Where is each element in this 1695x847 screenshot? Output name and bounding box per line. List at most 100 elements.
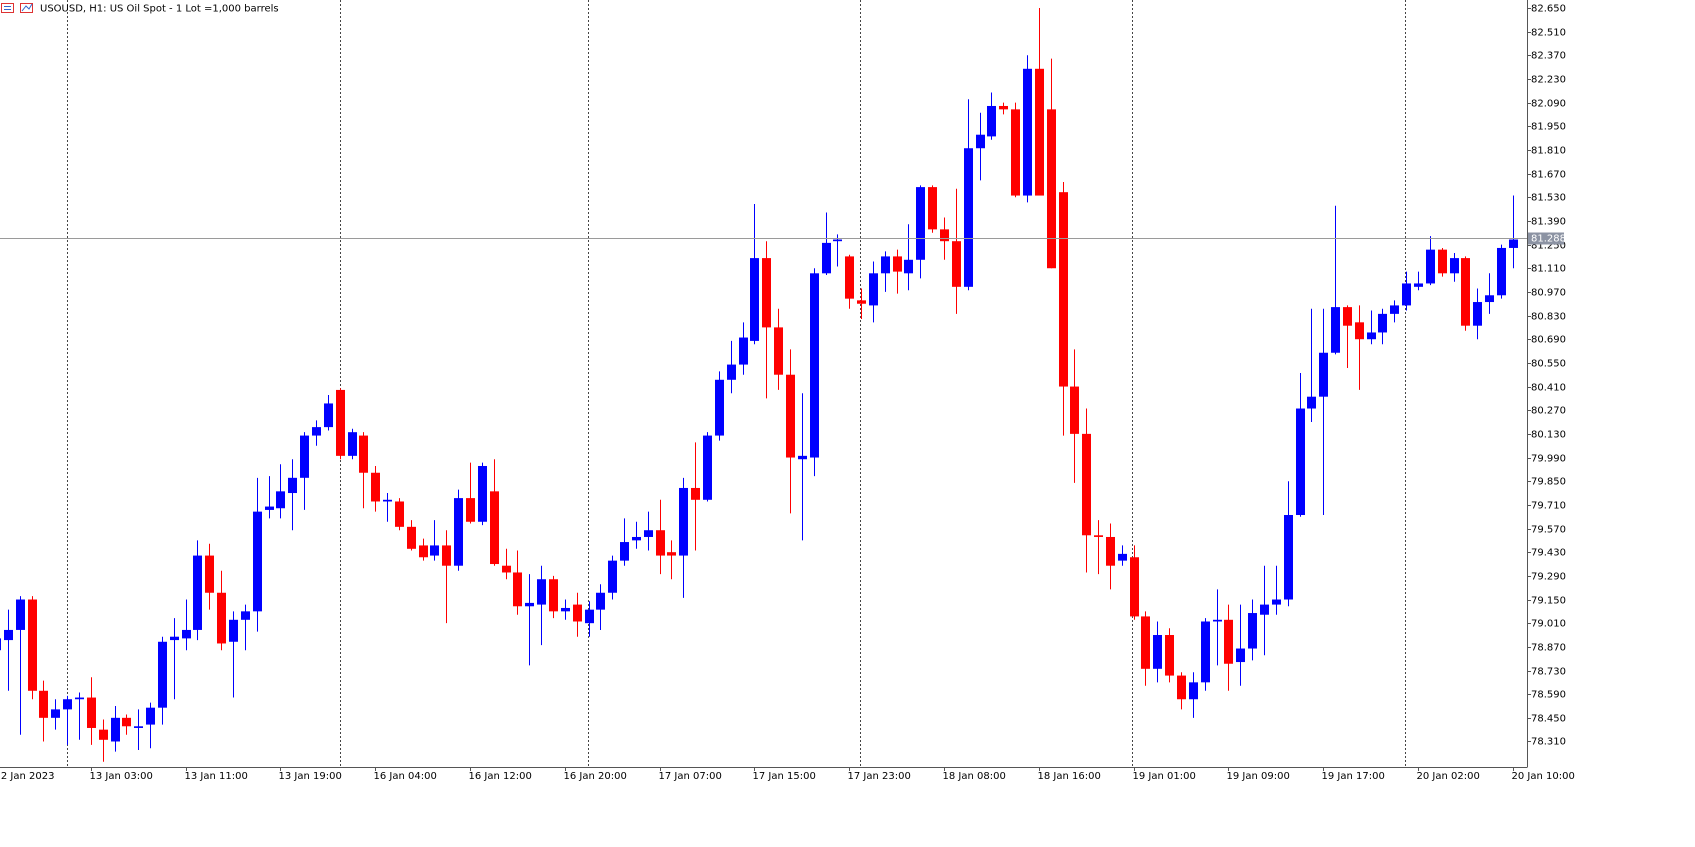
- last-price-label: 81.288: [1531, 234, 1566, 245]
- candle-body: [1414, 283, 1423, 287]
- candle-body: [442, 545, 451, 566]
- candle-body: [348, 432, 357, 456]
- y-tick-label: 81.530: [1531, 193, 1566, 204]
- x-tick-label: 17 Jan 07:00: [659, 771, 722, 782]
- x-tick-label: 20 Jan 10:00: [1512, 771, 1575, 782]
- candle-body: [691, 487, 700, 500]
- candle-body: [466, 498, 475, 522]
- candle-body: [1450, 258, 1459, 274]
- x-tick-label: 16 Jan 04:00: [374, 771, 437, 782]
- y-tick-label: 82.370: [1531, 51, 1566, 62]
- candle-body: [513, 572, 522, 607]
- y-tick-label: 80.410: [1531, 383, 1566, 394]
- y-tick-label: 80.550: [1531, 359, 1566, 370]
- candle-body: [359, 435, 368, 473]
- y-tick-label: 80.690: [1531, 335, 1566, 346]
- candle-body: [1378, 313, 1387, 333]
- x-tick-label: 19 Jan 01:00: [1133, 771, 1196, 782]
- y-tick-label: 81.110: [1531, 264, 1566, 275]
- candle-body: [229, 619, 238, 642]
- candle-body: [786, 374, 795, 458]
- candle-body: [762, 258, 771, 328]
- candle-body: [336, 389, 345, 456]
- y-tick-label: 82.510: [1531, 28, 1566, 39]
- candle-body: [810, 273, 819, 458]
- x-tick-label: 16 Jan 20:00: [564, 771, 627, 782]
- candle-body: [1130, 557, 1139, 617]
- y-tick-label: 80.830: [1531, 312, 1566, 323]
- y-tick-label: 80.970: [1531, 288, 1566, 299]
- y-tick-label: 79.290: [1531, 572, 1566, 583]
- candle-body: [774, 327, 783, 375]
- x-tick-label: 17 Jan 15:00: [753, 771, 816, 782]
- candle-body: [419, 545, 428, 558]
- candle-body: [111, 717, 120, 742]
- candle-body: [1296, 408, 1305, 516]
- candle-body: [193, 555, 202, 630]
- candle-body: [1213, 619, 1222, 622]
- x-tick-label: 18 Jan 16:00: [1038, 771, 1101, 782]
- candle-body: [1343, 307, 1352, 326]
- x-tick-label: 13 Jan 03:00: [90, 771, 153, 782]
- candle-body: [608, 560, 617, 593]
- x-tick-label: 19 Jan 17:00: [1322, 771, 1385, 782]
- candle-body: [1390, 305, 1399, 314]
- y-tick-label: 79.990: [1531, 454, 1566, 465]
- y-tick-label: 79.010: [1531, 619, 1566, 630]
- candle-body: [1473, 302, 1482, 326]
- candle-body: [99, 729, 108, 740]
- candle-body: [454, 498, 463, 566]
- candle-body: [987, 105, 996, 137]
- candle-body: [964, 148, 973, 287]
- candle-body: [1307, 396, 1316, 409]
- y-tick-label: 81.390: [1531, 217, 1566, 228]
- y-tick-label: 79.430: [1531, 548, 1566, 559]
- candle-body: [537, 579, 546, 605]
- candle-body: [205, 555, 214, 593]
- candle-body: [1236, 648, 1245, 663]
- candle-body: [1272, 599, 1281, 605]
- candle-body: [750, 258, 759, 341]
- candle-body: [158, 641, 167, 708]
- candle-body: [1141, 616, 1150, 669]
- y-tick-label: 79.850: [1531, 477, 1566, 488]
- candle-body: [1201, 621, 1210, 683]
- candle-body: [75, 697, 84, 700]
- y-tick-label: 78.310: [1531, 737, 1566, 748]
- chart-title: USOUSD, H1: US Oil Spot - 1 Lot =1,000 b…: [40, 4, 279, 15]
- candle-body: [324, 403, 333, 428]
- candle-body: [51, 709, 60, 718]
- candle-body: [727, 364, 736, 380]
- candle-body: [146, 707, 155, 725]
- candle-body: [276, 491, 285, 509]
- candle-body: [1165, 635, 1174, 676]
- candle-body: [1248, 613, 1257, 649]
- candle-body: [928, 187, 937, 230]
- candle-body: [1426, 249, 1435, 284]
- candle-body: [1011, 109, 1020, 196]
- candle-body: [976, 134, 985, 149]
- candle-body: [312, 427, 321, 436]
- candle-body: [371, 472, 380, 502]
- icon: [21, 3, 33, 12]
- candle-body: [16, 599, 25, 630]
- candle-body: [632, 536, 641, 541]
- y-tick-label: 81.250: [1531, 241, 1566, 252]
- candle-body: [940, 229, 949, 242]
- candle-body: [1082, 433, 1091, 536]
- y-tick-label: 78.870: [1531, 643, 1566, 654]
- candle-body: [1035, 68, 1044, 196]
- y-tick-label: 79.150: [1531, 596, 1566, 607]
- candle-body: [1355, 322, 1364, 340]
- candle-body: [1118, 553, 1127, 561]
- candle-body: [561, 607, 570, 612]
- y-tick-label: 81.950: [1531, 122, 1566, 133]
- candle-body: [1094, 535, 1103, 537]
- candle-body: [407, 526, 416, 549]
- candle-body: [999, 105, 1008, 110]
- candle-body: [596, 592, 605, 610]
- icon: [20, 3, 33, 13]
- candle-body: [241, 611, 250, 620]
- candle-body: [253, 511, 262, 612]
